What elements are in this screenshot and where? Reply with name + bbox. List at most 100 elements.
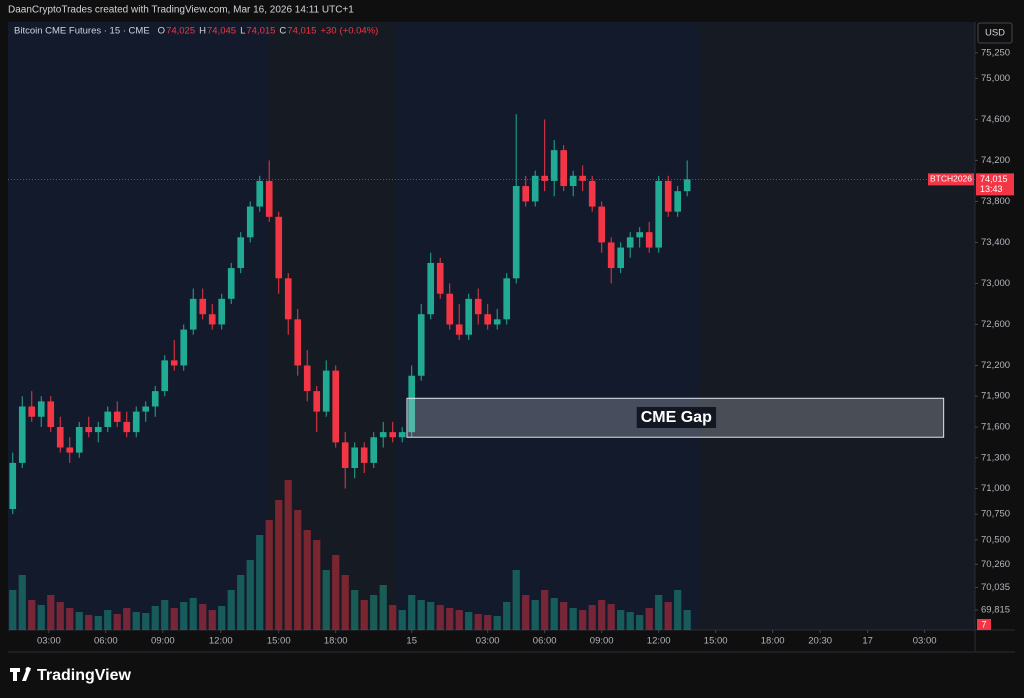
badge-text: 7 (981, 619, 986, 629)
candle-body (379, 432, 387, 438)
volume-bar (379, 585, 387, 630)
candle-body (503, 278, 511, 320)
candle-body (104, 411, 112, 427)
plot (9, 114, 691, 630)
volume-bar (655, 595, 663, 630)
volume-bar (645, 608, 653, 630)
x-tick-label: 03:00 (913, 636, 937, 647)
volume-bar (398, 610, 406, 630)
candle-body (208, 314, 216, 325)
logo-text: TradingView (37, 667, 132, 684)
session-shade (8, 22, 267, 630)
candle-body (370, 437, 378, 463)
volume-bar (664, 602, 672, 630)
candle-body (180, 329, 188, 366)
candle-body (455, 324, 463, 335)
price-tag-countdown: 13:43 (980, 184, 1003, 194)
candle-body (37, 401, 45, 417)
volume-bar (674, 590, 682, 630)
volume-bar (199, 604, 207, 630)
y-tick-label: 70,500 (981, 534, 1010, 545)
volume-bar (256, 535, 264, 630)
volume-bar (265, 520, 273, 630)
volume-bar (189, 598, 197, 630)
ohlc-key: H (199, 26, 206, 37)
candle-body (512, 186, 520, 279)
candle-body (275, 216, 283, 279)
volume-bar (683, 610, 691, 630)
candle-body (237, 237, 245, 269)
x-tick-label: 15 (406, 636, 417, 647)
volume-bar (417, 600, 425, 630)
y-tick-label: 70,750 (981, 509, 1010, 520)
x-tick-label: 06:00 (533, 636, 557, 647)
y-tick-label: 71,300 (981, 452, 1010, 463)
volume-bar (626, 612, 634, 630)
volume-bar (218, 606, 226, 630)
volume-bar (151, 606, 159, 630)
change: +30 (320, 26, 336, 37)
y-tick-label: 73,400 (981, 237, 1010, 248)
x-tick-label: 09:00 (590, 636, 614, 647)
volume-bar (522, 595, 530, 630)
gap-label-bg (636, 406, 717, 428)
volume-bar (579, 610, 587, 630)
ohlc-key: C (279, 26, 286, 37)
x-tick-label: 06:00 (94, 636, 118, 647)
volume-bar (37, 605, 45, 630)
price-tag (976, 173, 1014, 196)
candle-body (427, 262, 435, 315)
candle-body (436, 262, 444, 294)
volume-bar (66, 608, 74, 630)
candle-body (531, 175, 539, 202)
candle-body (9, 462, 17, 510)
volume-bar (636, 615, 644, 630)
volume-bar (123, 608, 131, 630)
volume-bar (94, 616, 102, 630)
y-tick-label: 73,800 (981, 196, 1010, 207)
x-tick-label: 15:00 (704, 636, 728, 647)
x-tick-label: 09:00 (151, 636, 175, 647)
volume-bar (47, 595, 55, 630)
candle-body (227, 268, 235, 299)
volume-bar (332, 555, 340, 630)
y-tick-label: 71,000 (981, 483, 1010, 494)
volume-bar (313, 540, 321, 630)
candle-body (398, 432, 406, 438)
candle-body (683, 179, 691, 192)
volume-bar (170, 608, 178, 630)
x-tick-label: 12:00 (647, 636, 671, 647)
logo: TradingView (10, 667, 132, 684)
volume-bar (455, 610, 463, 630)
candle-body (256, 180, 264, 207)
header-text: DaanCryptoTrades created with TradingVie… (8, 5, 354, 16)
change-pct: (+0.04%) (339, 26, 378, 37)
candle-body (113, 411, 121, 422)
session-shade (395, 22, 700, 630)
candle-body (161, 360, 169, 392)
candle-body (493, 319, 501, 325)
candle-body (598, 206, 606, 243)
candle-body (360, 447, 368, 463)
y-tick-label: 70,260 (981, 559, 1010, 570)
candle-body (560, 150, 568, 187)
volume-bar (360, 600, 368, 630)
x-tick-label: 18:00 (761, 636, 785, 647)
candle-body (474, 298, 482, 315)
volume-bar (531, 600, 539, 630)
volume-bar (284, 480, 292, 630)
volume-bar (142, 613, 150, 630)
candle-body (18, 406, 26, 463)
y-tick-label: 74,200 (981, 155, 1010, 166)
volume-bar (132, 612, 140, 630)
currency-button[interactable] (977, 22, 1013, 44)
volume-bar (341, 575, 349, 630)
candle-body (170, 360, 178, 366)
currency[interactable]: USD (985, 28, 1005, 39)
candle-body (66, 447, 74, 453)
y-tick-label: 75,000 (981, 73, 1010, 84)
candle-body (446, 293, 454, 325)
volume-bar (560, 602, 568, 630)
candle-body (189, 298, 197, 330)
volume-bar (588, 605, 596, 630)
